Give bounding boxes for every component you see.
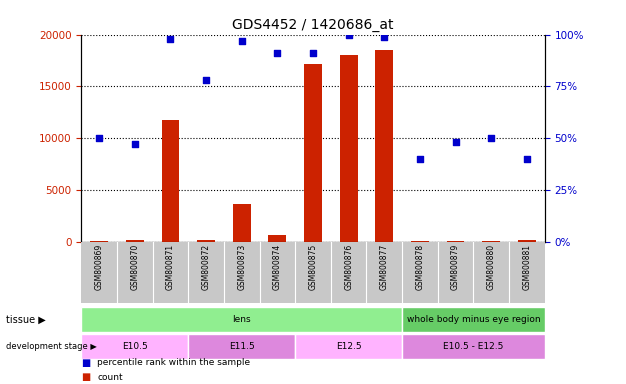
Bar (376, 50, 393, 242)
Text: GSM800879: GSM800879 (451, 244, 460, 290)
Point (201, 77, 211, 83)
Bar (402, 307, 545, 332)
Text: GSM800876: GSM800876 (344, 244, 353, 290)
Bar (411, 241, 429, 242)
Title: GDS4452 / 1420686_at: GDS4452 / 1420686_at (232, 18, 394, 32)
Bar (81, 334, 188, 359)
Bar (126, 240, 144, 242)
Point (94, 135, 104, 141)
Bar (482, 241, 500, 242)
Text: lens: lens (232, 315, 251, 324)
Bar (518, 240, 536, 242)
Text: development stage ▶: development stage ▶ (6, 342, 97, 351)
Text: ■: ■ (81, 358, 91, 368)
Point (272, 50, 282, 56)
Bar (197, 240, 215, 242)
Point (130, 141, 140, 147)
Bar (188, 334, 295, 359)
Text: E12.5: E12.5 (336, 342, 361, 351)
Bar (340, 55, 357, 242)
Bar (233, 204, 250, 242)
Point (486, 135, 496, 141)
Point (522, 156, 532, 162)
Text: GSM800874: GSM800874 (273, 244, 282, 290)
Text: whole body minus eye region: whole body minus eye region (406, 315, 540, 324)
Text: tissue ▶: tissue ▶ (6, 314, 46, 325)
Text: GSM800875: GSM800875 (309, 244, 317, 290)
Bar (269, 235, 286, 242)
Bar (446, 241, 464, 242)
Point (344, 31, 354, 38)
Text: GSM800869: GSM800869 (95, 244, 104, 290)
Text: GSM800870: GSM800870 (130, 244, 140, 290)
Text: GSM800878: GSM800878 (416, 244, 424, 290)
Text: GSM800880: GSM800880 (486, 244, 496, 290)
Point (308, 50, 318, 56)
Bar (162, 119, 180, 242)
Text: E10.5 - E12.5: E10.5 - E12.5 (443, 342, 503, 351)
Text: ■: ■ (81, 372, 91, 382)
Text: E11.5: E11.5 (229, 342, 255, 351)
Text: GSM800881: GSM800881 (522, 244, 531, 290)
Bar (90, 241, 108, 242)
Text: GSM800872: GSM800872 (202, 244, 210, 290)
Text: GSM800873: GSM800873 (237, 244, 246, 290)
Bar (304, 64, 322, 242)
Bar (402, 334, 545, 359)
Point (415, 156, 425, 162)
Text: E10.5: E10.5 (122, 342, 148, 351)
Bar (81, 307, 402, 332)
Point (451, 139, 461, 146)
Text: count: count (97, 372, 123, 382)
Text: percentile rank within the sample: percentile rank within the sample (97, 358, 250, 367)
Bar (295, 334, 402, 359)
Bar (81, 242, 545, 303)
Point (379, 33, 389, 40)
Text: GSM800877: GSM800877 (380, 244, 389, 290)
Text: GSM800871: GSM800871 (166, 244, 175, 290)
Point (165, 36, 175, 42)
Point (237, 38, 247, 44)
